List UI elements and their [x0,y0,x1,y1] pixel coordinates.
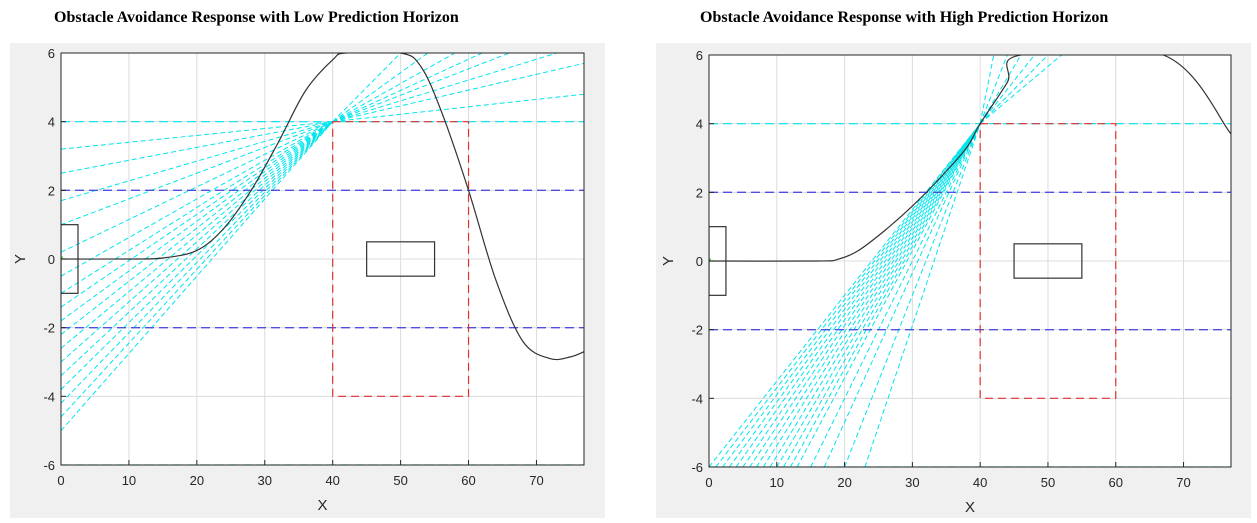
prediction-line [61,121,333,277]
prediction-line [332,53,429,123]
y-axis-label: Y [12,254,29,264]
plot-content: * [707,55,1231,467]
obstacle-box [1013,243,1083,279]
prediction-line [61,121,333,308]
y-tick-label: -2 [691,323,703,338]
y-tick-label: -2 [43,321,55,336]
prediction-line [332,53,557,123]
prediction-line [332,53,401,123]
prediction-line [61,121,334,349]
prediction-line [61,121,334,363]
x-tick-label: 30 [258,473,272,488]
prediction-line [332,53,456,123]
prediction-line [332,93,584,123]
safe-zone-box [332,121,470,397]
y-tick-label: 4 [696,117,703,132]
x-tick-label: 70 [1176,475,1190,490]
prediction-line [979,55,1062,125]
plot-content: * [59,53,584,465]
x-axis-label: X [965,499,975,516]
y-tick-label: 4 [48,115,55,130]
y-axis-label: Y [660,256,677,266]
y-tick-label: -4 [43,389,55,404]
obstacle-box [366,241,436,277]
x-tick-label: 0 [705,475,712,490]
safe-zone-box [979,123,1117,399]
y-tick-label: 2 [48,183,55,198]
prediction-line [762,123,981,467]
x-tick-label: 60 [1109,475,1123,490]
start-marker: * [707,256,712,268]
prediction-line [864,123,981,467]
prediction-line [61,121,333,174]
prediction-line [61,121,333,335]
chart-title-low-horizon: Obstacle Avoidance Response with Low Pre… [54,9,459,26]
prediction-line [709,123,981,467]
x-tick-label: 40 [325,473,339,488]
prediction-line [61,121,333,322]
prediction-line [979,55,1022,124]
prediction-line [715,123,981,467]
prediction-line [61,121,334,418]
chart-1: * 0 10 20 30 40 50 60 70 -6 -4 -2 0 2 4 6 X Y [660,48,1232,516]
prediction-line [61,121,333,150]
prediction-line [823,123,981,467]
y-tick-label: -6 [43,458,55,473]
prediction-line [728,123,981,467]
prediction-line [749,123,981,467]
prediction-line [332,62,584,123]
x-tick-label: 40 [973,475,987,490]
prediction-fan [61,53,584,431]
chart-0: * 0 10 20 30 40 50 60 70 -6 -4 -2 0 2 4 6 X Y [12,46,585,514]
x-tick-label: 0 [57,473,64,488]
prediction-line [61,121,334,431]
prediction-line [735,123,981,467]
prediction-line [789,123,981,467]
chart-title-high-horizon: Obstacle Avoidance Response with High Pr… [700,9,1109,26]
prediction-line [979,55,1049,125]
prediction-fan [709,55,1062,467]
trajectory-line [709,55,1231,262]
x-tick-label: 20 [837,475,851,490]
x-tick-label: 50 [1041,475,1055,490]
prediction-line [61,121,334,404]
prediction-line [796,123,981,467]
prediction-line [61,121,333,202]
trajectory-line [61,53,584,361]
prediction-line [332,53,483,123]
prediction-line [61,121,333,253]
prediction-line [979,55,1008,124]
y-tick-label: -6 [691,460,703,475]
prediction-line [979,55,1035,124]
prediction-line [776,123,981,467]
y-tick-label: 2 [696,185,703,200]
x-axis-label: X [317,497,327,514]
prediction-line [979,55,995,124]
y-tick-label: 0 [696,254,703,269]
y-tick-label: 0 [48,252,55,267]
y-tick-label: 6 [696,48,703,63]
x-tick-label: 20 [190,473,204,488]
x-tick-label: 30 [905,475,919,490]
prediction-line [742,123,981,467]
prediction-line [769,123,981,467]
prediction-line [61,121,333,294]
y-tick-label: -4 [691,391,703,406]
prediction-line [61,121,333,226]
prediction-line [783,123,981,467]
prediction-line [844,123,981,467]
x-tick-label: 60 [461,473,475,488]
prediction-line [756,123,981,467]
start-marker: * [59,254,64,266]
x-tick-label: 70 [529,473,543,488]
prediction-line [61,121,334,377]
y-tick-label: 6 [48,46,55,61]
x-tick-label: 50 [393,473,407,488]
x-tick-label: 10 [122,473,136,488]
x-tick-label: 10 [770,475,784,490]
